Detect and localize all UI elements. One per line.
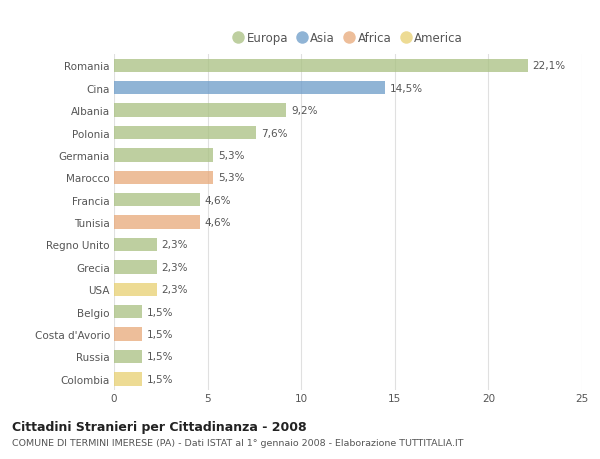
Text: 5,3%: 5,3% [218, 173, 244, 183]
Bar [114, 171, 213, 185]
Bar [114, 82, 385, 95]
Text: 22,1%: 22,1% [532, 61, 566, 71]
Text: 4,6%: 4,6% [205, 195, 231, 205]
Text: 1,5%: 1,5% [147, 329, 173, 339]
Bar [114, 305, 142, 319]
Text: Cittadini Stranieri per Cittadinanza - 2008: Cittadini Stranieri per Cittadinanza - 2… [12, 420, 307, 433]
Text: 7,6%: 7,6% [261, 128, 287, 138]
Text: 4,6%: 4,6% [205, 218, 231, 228]
Bar [114, 149, 213, 162]
Bar [114, 104, 286, 118]
Bar [114, 350, 142, 364]
Bar [114, 261, 157, 274]
Bar [114, 238, 157, 252]
Bar [114, 216, 200, 230]
Text: 1,5%: 1,5% [147, 374, 173, 384]
Bar [114, 283, 157, 297]
Text: 5,3%: 5,3% [218, 151, 244, 161]
Text: 2,3%: 2,3% [162, 285, 188, 295]
Text: 14,5%: 14,5% [390, 84, 423, 94]
Text: 1,5%: 1,5% [147, 352, 173, 362]
Bar [114, 372, 142, 386]
Bar [114, 60, 528, 73]
Bar [114, 127, 256, 140]
Text: 1,5%: 1,5% [147, 307, 173, 317]
Bar [114, 328, 142, 341]
Text: COMUNE DI TERMINI IMERESE (PA) - Dati ISTAT al 1° gennaio 2008 - Elaborazione TU: COMUNE DI TERMINI IMERESE (PA) - Dati IS… [12, 438, 464, 448]
Legend: Europa, Asia, Africa, America: Europa, Asia, Africa, America [229, 28, 467, 50]
Bar [114, 194, 200, 207]
Text: 9,2%: 9,2% [291, 106, 317, 116]
Text: 2,3%: 2,3% [162, 262, 188, 272]
Text: 2,3%: 2,3% [162, 240, 188, 250]
